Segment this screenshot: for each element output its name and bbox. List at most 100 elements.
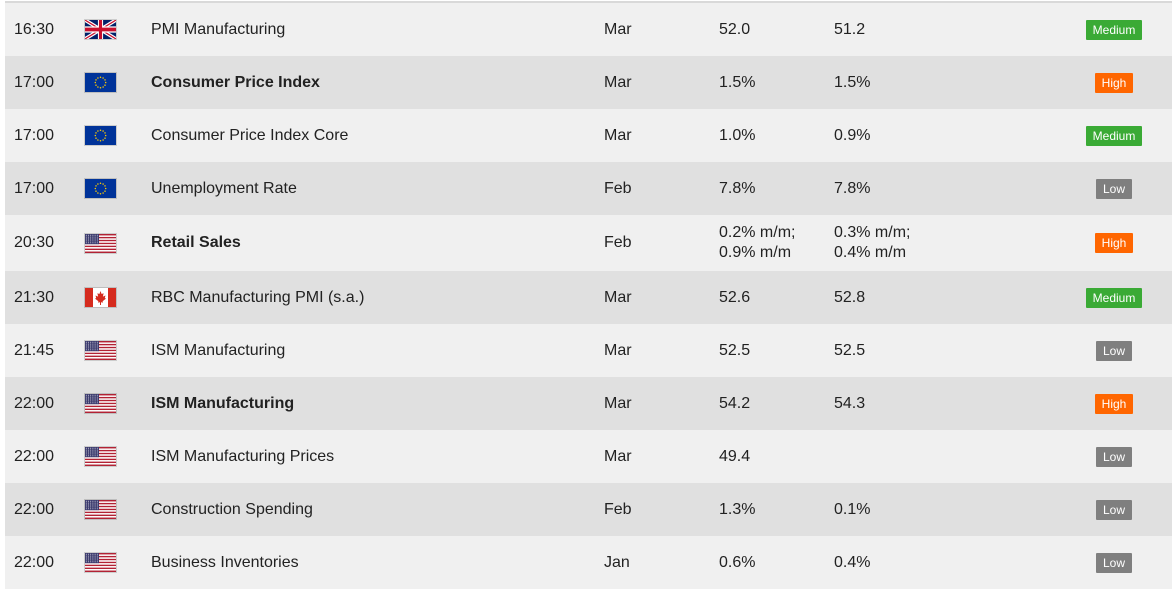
previous-value: 7.8%	[834, 162, 870, 215]
event-period: Mar	[604, 341, 632, 359]
event-name-text: Construction Spending	[151, 500, 313, 518]
impact-cell: High	[1085, 215, 1143, 271]
previous-line: 1.5%	[834, 73, 871, 91]
previous-line: 0.4%	[834, 553, 871, 571]
table-row[interactable]: 21:45 ISM Manufacturing Mar 52.5 52.5 Low	[5, 324, 1172, 377]
event-time: 16:30	[14, 20, 55, 38]
table-row[interactable]: 22:00 ISM Manufacturing Prices Mar 49.4 Low	[5, 430, 1172, 483]
actual-value: 1.5%	[719, 56, 755, 109]
previous-value: 0.4%	[834, 536, 870, 589]
impact-cell: Medium	[1085, 109, 1143, 162]
previous-value: 0.1%	[834, 483, 870, 536]
event-name-text: Unemployment Rate	[151, 179, 297, 197]
event-time: 17:00	[14, 126, 55, 144]
impact-badge: Low	[1095, 340, 1132, 361]
event-period: Mar	[604, 73, 632, 91]
table-row[interactable]: 17:00 Unemployment Rate Feb 7.8% 7.8% Low	[5, 162, 1172, 215]
event-name[interactable]: ISM Manufacturing Prices	[151, 430, 334, 483]
previous-line: 0.1%	[834, 500, 871, 518]
impact-cell: Low	[1085, 430, 1143, 483]
actual-value: 52.0	[719, 3, 750, 56]
us-flag-icon	[85, 536, 116, 589]
previous-line: 0.9%	[834, 126, 871, 144]
impact-badge: Low	[1095, 446, 1132, 467]
economic-calendar: 16:30 PMI Manufacturing Mar 52.0 51.2 Medium 1…	[5, 1, 1172, 589]
event-time: 22:00	[14, 500, 55, 518]
actual-value: 52.5	[719, 324, 750, 377]
impact-badge: Medium	[1085, 125, 1143, 146]
us-flag-icon	[85, 324, 116, 377]
event-name[interactable]: Retail Sales	[151, 215, 241, 271]
impact-cell: Medium	[1085, 3, 1143, 56]
actual-line: 1.5%	[719, 73, 756, 91]
us-flag-icon	[85, 430, 116, 483]
actual-value: 54.2	[719, 377, 750, 430]
event-name[interactable]: Business Inventories	[151, 536, 299, 589]
table-row[interactable]: 16:30 PMI Manufacturing Mar 52.0 51.2 Medium	[5, 3, 1172, 56]
event-name[interactable]: Construction Spending	[151, 483, 313, 536]
impact-cell: Low	[1085, 483, 1143, 536]
impact-badge: Low	[1095, 499, 1132, 520]
event-name-text: Consumer Price Index	[151, 73, 320, 91]
table-row[interactable]: 17:00 Consumer Price Index Core Mar 1.0% 0.9…	[5, 109, 1172, 162]
impact-badge: Medium	[1085, 19, 1143, 40]
impact-badge: High	[1094, 393, 1134, 414]
table-row[interactable]: 22:00 ISM Manufacturing Mar 54.2 54.3 High	[5, 377, 1172, 430]
actual-line: 52.5	[719, 341, 751, 359]
table-row[interactable]: 21:30 RBC Manufacturing PMI (s.a.) Mar 52.6…	[5, 271, 1172, 324]
actual-value: 1.3%	[719, 483, 755, 536]
event-period: Mar	[604, 288, 632, 306]
event-name[interactable]: RBC Manufacturing PMI (s.a.)	[151, 271, 364, 324]
table-row[interactable]: 20:30 Retail Sales Feb 0.2% m/m; 0.9% m/m 0.3…	[5, 215, 1172, 271]
impact-badge: High	[1094, 233, 1134, 253]
previous-line: 51.2	[834, 20, 866, 38]
event-name[interactable]: ISM Manufacturing	[151, 377, 294, 430]
previous-value: 51.2	[834, 3, 865, 56]
actual-line: 7.8%	[719, 179, 756, 197]
table-row[interactable]: 17:00 Consumer Price Index Mar 1.5% 1.5% High	[5, 56, 1172, 109]
impact-badge: Low	[1095, 178, 1132, 199]
previous-value: 52.5	[834, 324, 865, 377]
event-time: 21:30	[14, 288, 55, 306]
actual-value: 7.8%	[719, 162, 755, 215]
actual-line: 52.6	[719, 288, 751, 306]
us-flag-icon	[85, 483, 116, 536]
previous-line: 0.4% m/m	[834, 244, 907, 261]
event-name-text: Retail Sales	[151, 234, 241, 251]
impact-badge: Low	[1095, 552, 1132, 573]
event-time: 20:30	[14, 234, 55, 251]
impact-cell: High	[1085, 56, 1143, 109]
event-name[interactable]: Consumer Price Index	[151, 56, 320, 109]
previous-line: 52.5	[834, 341, 866, 359]
previous-value: 52.8	[834, 271, 865, 324]
event-period: Mar	[604, 126, 632, 144]
actual-value: 49.4	[719, 430, 750, 483]
event-name[interactable]: Unemployment Rate	[151, 162, 297, 215]
previous-value: 54.3	[834, 377, 865, 430]
previous-value: 0.3% m/m; 0.4% m/m	[834, 215, 910, 271]
impact-badge: Medium	[1085, 287, 1143, 308]
actual-line: 54.2	[719, 394, 751, 412]
table-row[interactable]: 22:00 Construction Spending Feb 1.3% 0.1% Low	[5, 483, 1172, 536]
ca-flag-icon	[85, 271, 116, 324]
impact-cell: Medium	[1085, 271, 1143, 324]
impact-cell: High	[1085, 377, 1143, 430]
eu-flag-icon	[85, 162, 116, 215]
event-name-text: Business Inventories	[151, 553, 299, 571]
actual-line: 0.2% m/m;	[719, 224, 796, 241]
table-row[interactable]: 22:00 Business Inventories Jan 0.6% 0.4% Low	[5, 536, 1172, 589]
event-time: 17:00	[14, 73, 55, 91]
event-period: Feb	[604, 500, 632, 518]
previous-line: 52.8	[834, 288, 866, 306]
event-name[interactable]: PMI Manufacturing	[151, 3, 285, 56]
previous-line: 7.8%	[834, 179, 871, 197]
uk-flag-icon	[85, 3, 116, 56]
event-time: 22:00	[14, 553, 55, 571]
event-name-text: ISM Manufacturing	[151, 394, 295, 412]
impact-cell: Low	[1085, 536, 1143, 589]
event-name[interactable]: ISM Manufacturing	[151, 324, 285, 377]
event-name[interactable]: Consumer Price Index Core	[151, 109, 348, 162]
event-period: Mar	[604, 394, 632, 412]
event-period: Mar	[604, 20, 632, 38]
event-time: 17:00	[14, 179, 55, 197]
